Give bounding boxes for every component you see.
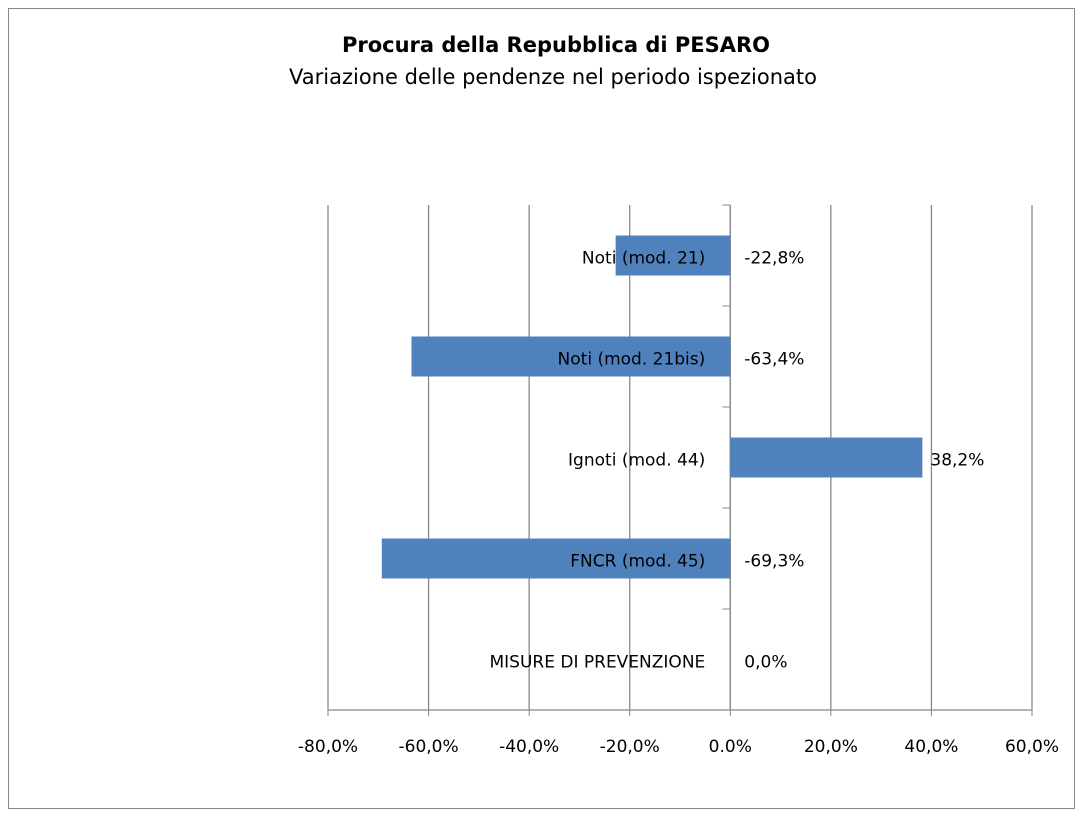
y-tick-label: Noti (mod. 21) bbox=[582, 249, 705, 269]
value-label: -63,4% bbox=[744, 350, 804, 370]
chart-title: Procura della Repubblica di PESARO bbox=[342, 33, 770, 57]
x-tick-label: -40,0% bbox=[499, 737, 559, 757]
y-tick-label: Ignoti (mod. 44) bbox=[568, 451, 705, 471]
value-label: -22,8% bbox=[744, 249, 804, 269]
x-tick-label: 0.0% bbox=[709, 737, 752, 757]
value-label: 0,0% bbox=[744, 653, 787, 673]
chart-subtitle: Variazione delle pendenze nel periodo is… bbox=[289, 65, 817, 89]
bar bbox=[411, 336, 731, 377]
y-tick-label: MISURE DI PREVENZIONE bbox=[490, 653, 706, 673]
bar bbox=[381, 538, 731, 579]
y-tick-label: FNCR (mod. 45) bbox=[570, 552, 705, 572]
x-tick-label: -80,0% bbox=[298, 737, 358, 757]
chart-border bbox=[8, 8, 1075, 809]
x-tick-label: 20,0% bbox=[804, 737, 858, 757]
x-tick-label: 60,0% bbox=[1005, 737, 1059, 757]
value-label: 38,2% bbox=[930, 451, 984, 471]
value-label: -69,3% bbox=[744, 552, 804, 572]
x-tick-label: -20,0% bbox=[600, 737, 660, 757]
y-tick-label: Noti (mod. 21bis) bbox=[558, 350, 706, 370]
x-tick-label: -60,0% bbox=[399, 737, 459, 757]
x-tick-label: 40,0% bbox=[904, 737, 958, 757]
bar bbox=[615, 235, 731, 276]
bar bbox=[730, 437, 923, 478]
